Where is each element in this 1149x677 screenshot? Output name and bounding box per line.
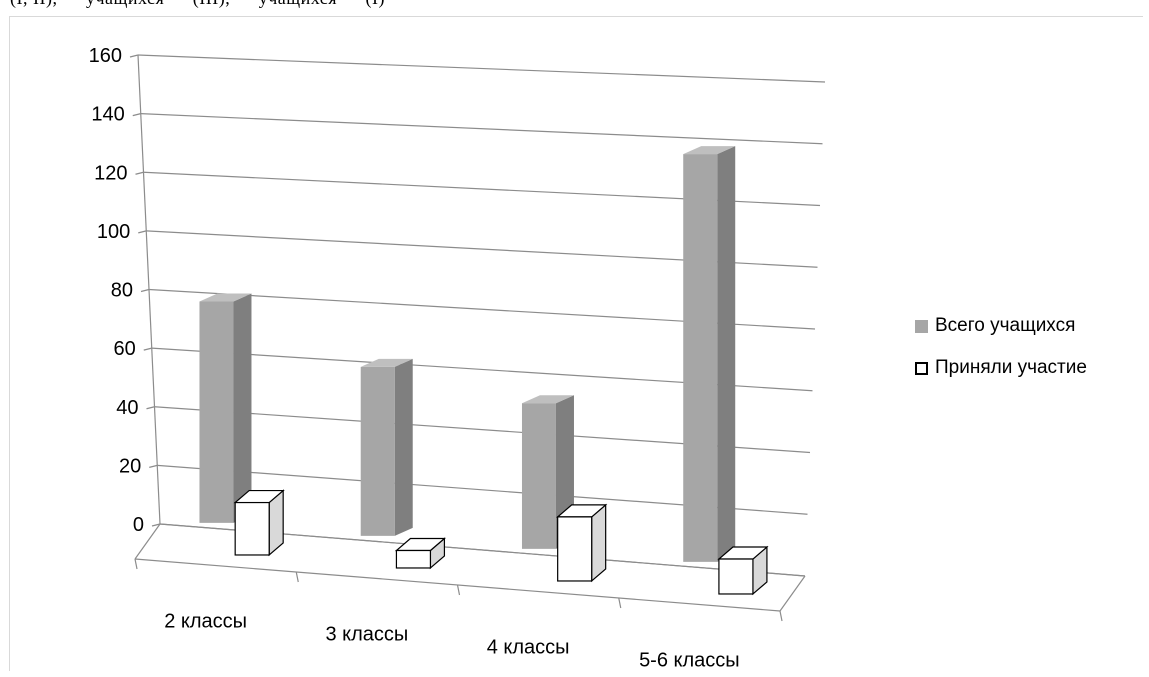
bar-participated-front <box>718 558 754 595</box>
x-category-label: 4 классы <box>487 637 570 659</box>
bar-total-side <box>394 358 413 536</box>
bar-participated <box>394 537 447 570</box>
chart-frame <box>9 16 1143 671</box>
y-tick-label: 120 <box>94 162 127 184</box>
bar-total-front <box>521 403 556 549</box>
y-tick-mark <box>146 406 155 410</box>
x-category-label: 5-6 классы <box>639 650 740 672</box>
y-tick-mark <box>138 230 147 234</box>
legend: Всего учащихся Приняли участие <box>915 312 1087 396</box>
bar-participated-side <box>591 503 607 583</box>
y-tick-label: 80 <box>111 280 133 302</box>
y-tick-label: 0 <box>133 514 144 536</box>
bar-total <box>683 146 736 562</box>
y-tick-label: 140 <box>91 104 124 126</box>
cut-off-text-strip: (I, II), — учащихся — (III), — учащихся … <box>0 0 1149 12</box>
x-tick-mark <box>295 571 299 583</box>
bar-participated <box>556 503 608 583</box>
y-tick-mark <box>135 171 144 175</box>
bar-total-front <box>683 154 718 562</box>
gridline <box>140 113 823 145</box>
legend-swatch-total <box>915 319 928 333</box>
bar-participated-front <box>557 516 593 582</box>
bar-total-front <box>360 366 395 536</box>
bar-total-top <box>521 395 574 404</box>
labels-layer: 0 20 40 60 80 100 120 140 160 2 классы 3 классы 4 к… <box>89 45 740 672</box>
y-tick-mark <box>151 523 161 527</box>
y-tick-label: 20 <box>119 455 141 477</box>
bar-participated-front <box>395 549 432 569</box>
bar-total-side <box>233 293 252 523</box>
y-tick-mark <box>140 288 150 293</box>
legend-label-participated: Приняли участие <box>935 357 1087 378</box>
y-tick-label: 160 <box>89 45 122 67</box>
y-tick-label: 100 <box>97 221 130 243</box>
x-tick-mark <box>779 610 783 622</box>
y-tick-mark <box>149 464 158 468</box>
y-axis-line <box>137 54 161 525</box>
bar-total-top <box>360 358 413 367</box>
legend-item-total: Всего учащихся <box>915 312 1087 340</box>
bar-participated <box>233 489 285 557</box>
x-category-label: 3 классы <box>325 624 408 646</box>
bar-total <box>199 293 252 523</box>
gridline <box>137 54 826 83</box>
bar-total <box>360 358 413 536</box>
bar-participated <box>717 545 769 596</box>
y-tick-mark <box>129 54 139 58</box>
bar-total-side <box>717 146 736 562</box>
cut-off-text: (I, II), — учащихся — (III), — учащихся … <box>10 0 385 9</box>
bars-layer <box>199 146 769 596</box>
bar-total-front <box>199 301 234 523</box>
floor-left-edge <box>134 523 161 560</box>
y-tick-mark <box>132 113 141 117</box>
legend-label-total: Всего учащихся <box>935 315 1076 336</box>
x-tick-mark <box>134 558 138 570</box>
x-category-label: 2 классы <box>164 611 247 633</box>
x-tick-mark <box>618 597 622 609</box>
x-tick-mark <box>456 584 461 596</box>
y-tick-label: 40 <box>116 397 138 419</box>
legend-item-participated: Приняли участие <box>915 354 1087 382</box>
bar-total-top <box>683 146 736 155</box>
legend-swatch-participated <box>915 361 928 375</box>
floor-right-edge <box>779 575 806 612</box>
bar-total-top <box>199 293 252 302</box>
y-tick-mark <box>143 347 152 351</box>
bar-participated-front <box>234 501 270 556</box>
y-tick-label: 60 <box>114 338 136 360</box>
